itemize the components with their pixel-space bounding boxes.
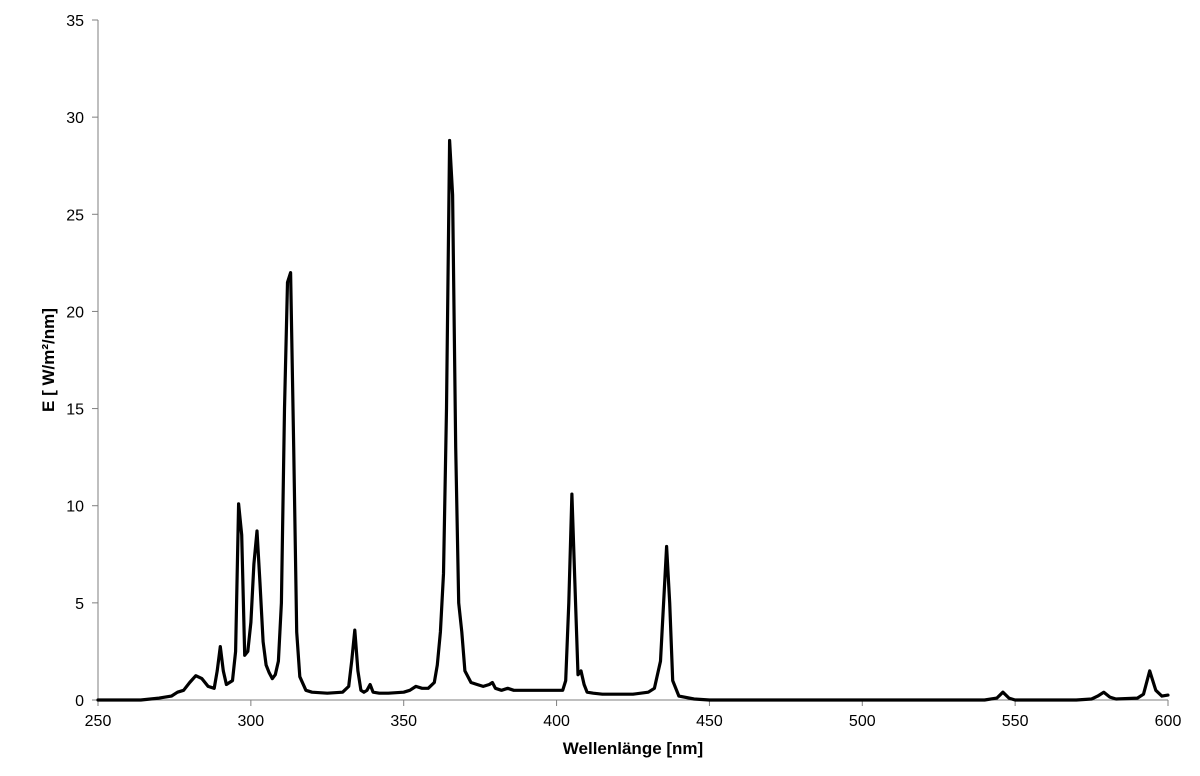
y-tick-label: 10 bbox=[66, 499, 84, 516]
x-axis-ticks: 250 300 350 400 450 500 550 600 bbox=[85, 700, 1182, 730]
y-tick-label: 0 bbox=[75, 693, 84, 710]
y-axis-ticks: 0 5 10 15 20 25 30 35 bbox=[66, 13, 98, 710]
x-tick-label: 500 bbox=[849, 713, 876, 730]
x-tick-label: 400 bbox=[543, 713, 570, 730]
y-axis-title: E [ W/m²/nm] bbox=[39, 308, 58, 412]
x-axis-title: Wellenlänge [nm] bbox=[563, 739, 703, 758]
plot-area: 0 5 10 15 20 25 30 35 250 300 350 400 450 500 550 600 bbox=[66, 13, 1181, 730]
x-tick-label: 600 bbox=[1155, 713, 1182, 730]
x-tick-label: 350 bbox=[390, 713, 417, 730]
x-tick-label: 450 bbox=[696, 713, 723, 730]
x-tick-label: 550 bbox=[1002, 713, 1029, 730]
y-tick-label: 25 bbox=[66, 207, 84, 224]
y-tick-label: 15 bbox=[66, 402, 84, 419]
y-tick-label: 20 bbox=[66, 304, 84, 321]
y-tick-label: 5 bbox=[75, 596, 84, 613]
x-tick-label: 300 bbox=[238, 713, 265, 730]
y-tick-label: 30 bbox=[66, 110, 84, 127]
y-tick-label: 35 bbox=[66, 13, 84, 30]
x-tick-label: 250 bbox=[85, 713, 112, 730]
spectrum-series-line bbox=[96, 138, 1170, 702]
